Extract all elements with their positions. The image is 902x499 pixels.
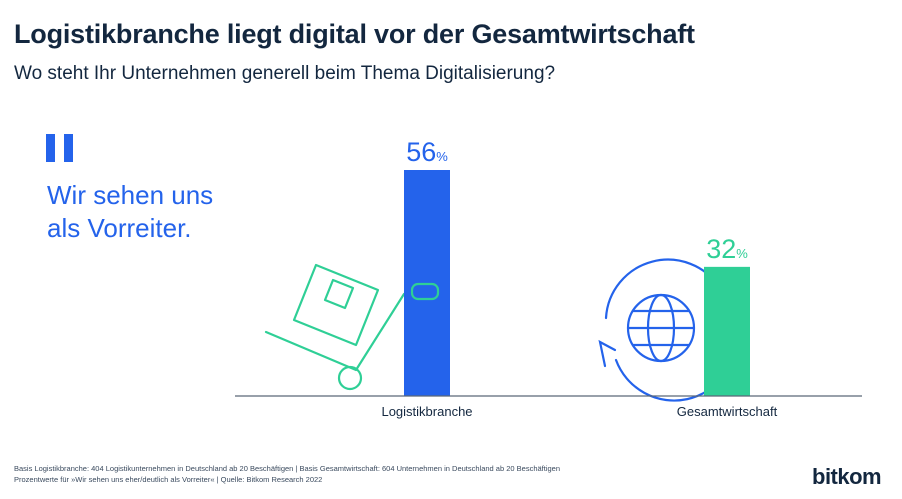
data-label-gesamtwirtschaft: 32% (706, 234, 748, 264)
quote-icon (46, 134, 73, 162)
chart-subtitle: Wo steht Ihr Unternehmen generell beim T… (14, 63, 556, 84)
category-label-logistikbranche: Logistikbranche (381, 404, 472, 419)
bitkom-logo: bitkom (812, 464, 882, 489)
hand-truck-icon (264, 263, 416, 391)
chart-title: Logistikbranche liegt digital vor der Ge… (14, 19, 695, 49)
callout-line-2: als Vorreiter. (47, 213, 192, 243)
hand-truck-handle-icon (410, 282, 440, 301)
category-label-gesamtwirtschaft: Gesamtwirtschaft (677, 404, 778, 419)
footnote-source: Prozentwerte für »Wir sehen uns eher/deu… (14, 475, 323, 484)
bar-gesamtwirtschaft (704, 266, 750, 396)
callout-line-1: Wir sehen uns (47, 180, 214, 210)
footnote-basis: Basis Logistikbranche: 404 Logistikunter… (14, 464, 561, 473)
globe-icon (626, 293, 696, 363)
callout-text: Wir sehen uns als Vorreiter. (47, 179, 213, 245)
data-label-logistikbranche: 56% (406, 137, 448, 167)
